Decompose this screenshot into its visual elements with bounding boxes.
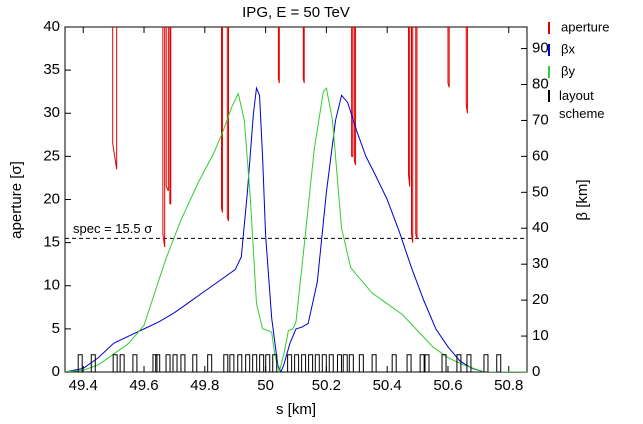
y2-tick-label: 40	[532, 219, 549, 236]
layout-element	[321, 354, 327, 373]
y2-tick-label: 20	[532, 291, 549, 308]
layout-element	[456, 354, 462, 373]
y-tick-label: 30	[43, 104, 60, 121]
legend-label-box: layout scheme	[559, 88, 605, 121]
x-tick-label: 50.8	[494, 377, 523, 394]
layout-element	[441, 354, 447, 373]
series-line	[65, 86, 527, 372]
layout-element	[328, 354, 334, 373]
y-tick-label: 35	[43, 61, 60, 78]
series-line	[112, 27, 468, 248]
layout-element	[314, 354, 320, 373]
x-tick-label: 50.4	[373, 377, 402, 394]
layout-element	[348, 354, 354, 373]
y-tick-label: 15	[43, 234, 60, 251]
x-tick-label: 50.2	[312, 377, 341, 394]
layout-element	[301, 354, 307, 373]
y2-tick-label: 60	[532, 147, 549, 164]
layout-element	[371, 354, 377, 373]
layout-element	[172, 354, 178, 373]
layout-element	[336, 354, 342, 373]
legend-label: layout scheme	[559, 88, 605, 121]
y2-axis-label: β [km]	[574, 179, 591, 220]
y-tick-label: 0	[52, 363, 60, 380]
x-tick-label: 49.8	[190, 377, 219, 394]
y-axis-label: aperture [σ]	[8, 161, 25, 239]
y2-tick-label: 0	[532, 363, 540, 380]
layout-element	[180, 354, 186, 373]
layout-element	[155, 354, 161, 373]
layout-element	[207, 354, 213, 373]
layout-element	[165, 354, 171, 373]
y-tick-label: 25	[43, 147, 60, 164]
layout-element	[272, 354, 278, 373]
layout-element	[77, 354, 83, 373]
y2-tick-label: 30	[532, 255, 549, 272]
layout-element	[424, 354, 430, 373]
x-tick-label: 50	[257, 377, 274, 394]
layout-element	[294, 354, 300, 373]
legend-label: aperture	[561, 19, 609, 34]
layout-element	[419, 354, 425, 373]
layout-element	[112, 354, 118, 373]
layout-element	[308, 354, 314, 373]
y-tick-label: 20	[43, 190, 60, 207]
layout-element	[406, 354, 412, 373]
layout-element	[192, 354, 198, 373]
layout-element	[342, 354, 348, 373]
layout-element	[391, 354, 397, 373]
layout-element	[287, 354, 293, 373]
layout-element	[496, 354, 502, 373]
layout-element	[245, 354, 251, 373]
y2-tick-label: 70	[532, 111, 549, 128]
x-tick-label: 49.4	[69, 377, 98, 394]
chart-title: IPG, E = 50 TeV	[242, 4, 350, 21]
y2-tick-label: 10	[532, 327, 549, 344]
y2-tick-label: 80	[532, 75, 549, 92]
layout-element	[483, 354, 489, 373]
x-axis-label: s [km]	[276, 401, 316, 418]
layout-element	[229, 354, 235, 373]
y-tick-label: 10	[43, 277, 60, 294]
series-line	[65, 86, 527, 372]
layout-element	[252, 354, 258, 373]
y-tick-label: 40	[43, 18, 60, 35]
layout-element	[132, 354, 138, 373]
layout-element	[466, 354, 472, 373]
layout-element	[152, 354, 158, 373]
layout-element	[358, 354, 364, 373]
x-tick-label: 50.6	[433, 377, 462, 394]
layout-element	[237, 354, 243, 373]
annotation: spec = 15.5 σ	[73, 221, 152, 236]
legend-label: βx	[561, 41, 575, 56]
layout-element	[90, 354, 96, 373]
y2-tick-label: 90	[532, 40, 549, 57]
legend-label: βy	[561, 63, 575, 78]
y-tick-label: 5	[52, 320, 60, 337]
layout-element	[259, 354, 265, 373]
layout-element	[119, 354, 125, 373]
layout-element	[223, 354, 229, 373]
layout-element	[265, 354, 271, 373]
x-tick-label: 49.6	[129, 377, 158, 394]
y2-tick-label: 50	[532, 183, 549, 200]
